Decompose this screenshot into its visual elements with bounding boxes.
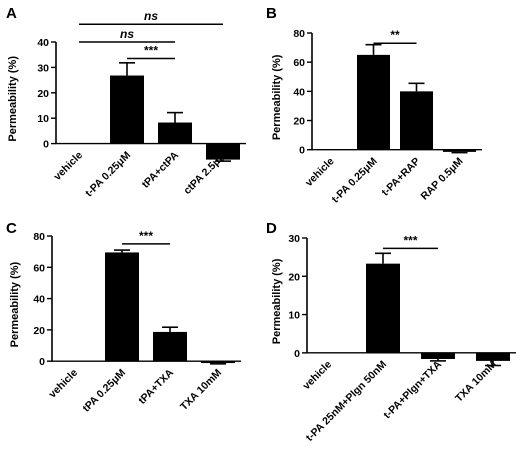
bar [110,75,144,144]
y-tick-label: 0 [43,139,49,151]
y-axis-label: Permeability (%) [271,258,283,344]
y-tick-label: 80 [33,231,45,243]
y-axis-label: Permeability (%) [9,261,21,347]
x-tick-label: ctPA 2.5μM [181,149,229,197]
x-tick-label: t-PA 0.25μM [83,149,133,199]
x-tick-label: t-PA+Plgn+TXA [381,358,444,421]
significance-label: ** [390,28,400,42]
bar [443,149,476,152]
y-axis-label: Permeability (%) [7,56,19,142]
panel-c: C Permeability (%) 0 20 40 60 80 vehicle tPA 0.2… [6,220,241,415]
significance-label: *** [403,233,417,247]
y-tick-label: 10 [37,113,49,125]
x-tick-label: tPA+TXA [136,367,176,407]
y-tick-label: 60 [293,57,305,69]
panel-letter: B [266,5,277,22]
significance-label: ns [144,9,158,23]
x-tick-label: vehicle [300,358,334,392]
y-tick-label: 20 [293,116,305,128]
y-tick-label: 40 [33,294,45,306]
significance-label: *** [139,229,153,243]
panel-letter: D [266,220,277,237]
y-axis-label: Permeability (%) [271,54,283,140]
bar [400,91,433,150]
bar [357,54,390,150]
x-tick-label: RAP 0.5μM [418,155,465,202]
x-tick-label: tPA+ctPA [140,149,182,191]
bar [158,122,192,144]
x-tick-label: vehicle [303,155,337,189]
y-tick-label: 30 [37,62,49,74]
significance-label: *** [144,44,158,58]
x-tick-label: t-PA 0.25μM [329,155,379,205]
y-tick-label: 30 [288,233,300,245]
y-tick-label: 40 [37,37,49,49]
bar [201,361,235,364]
y-tick-label: 40 [293,86,305,98]
y-tick-label: 0 [294,348,300,360]
y-tick-label: 0 [299,145,305,157]
y-tick-label: 10 [288,310,300,322]
bar [153,331,187,362]
bar [476,352,510,361]
y-tick-label: 80 [293,28,305,40]
x-tick-label: tPA 0.25μM [80,367,128,415]
bar [105,252,139,362]
x-tick-label: vehicle [46,367,80,401]
bar [421,352,455,359]
bar [206,143,240,160]
y-tick-label: 20 [37,88,49,100]
x-tick-label: t-PA+RAP [379,155,422,198]
y-tick-label: 0 [39,356,45,368]
bar [366,263,400,353]
panel-letter: A [6,5,17,22]
x-tick-label: TXA 10mM [453,358,499,404]
x-tick-label: TXA 10mM [178,367,224,413]
significance-label: ns [120,27,134,41]
y-tick-label: 60 [33,262,45,274]
panel-letter: C [6,220,17,237]
x-tick-label: vehicle [51,149,85,183]
y-tick-label: 20 [33,325,45,337]
y-tick-label: 20 [288,271,300,283]
